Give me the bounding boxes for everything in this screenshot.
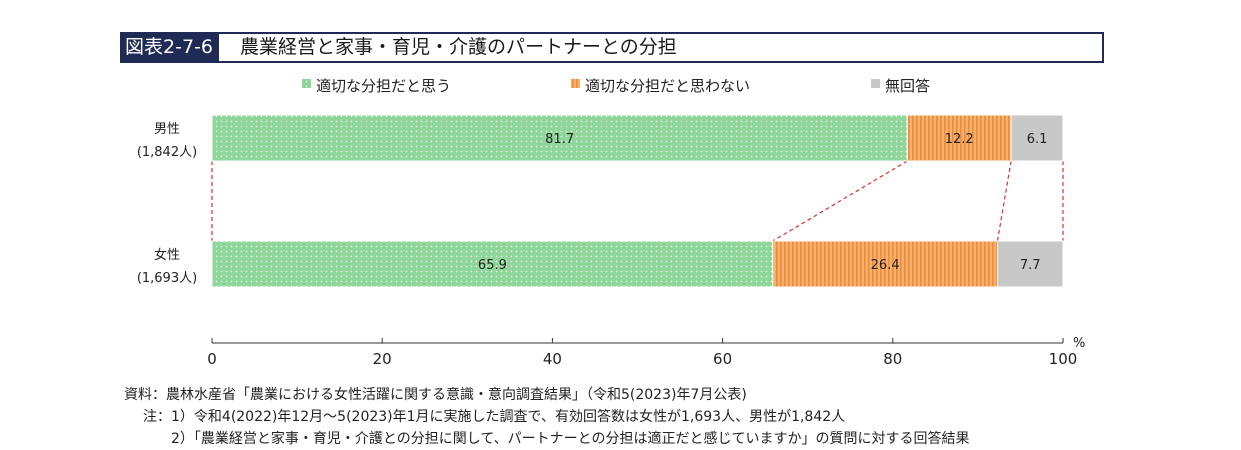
data-label: 12.2 <box>945 132 974 147</box>
connector-line <box>772 160 908 242</box>
legend-label: 無回答 <box>885 77 930 95</box>
data-label: 65.9 <box>478 258 507 273</box>
note-2: 2）「農業経営と家事・育児・介護との分担に関して、パートナーとの分担は適正だと感… <box>171 431 970 447</box>
x-tick-label: 60 <box>713 350 732 368</box>
chart-title: 農業経営と家事・育児・介護のパートナーとの分担 <box>240 36 677 58</box>
bar-segment <box>1010 114 1064 162</box>
legend-swatch <box>871 79 880 88</box>
category-label: 女性 <box>154 247 180 263</box>
data-label: 6.1 <box>1027 132 1048 147</box>
x-tick-label: 40 <box>543 350 562 368</box>
x-axis-unit: % <box>1073 336 1085 351</box>
legend-label: 適切な分担だと思う <box>316 77 451 95</box>
category-label: 男性 <box>154 122 180 137</box>
chart-title-box: 図表2-7-6 農業経営と家事・育児・介護のパートナーとの分担 <box>120 32 1104 63</box>
data-label: 7.7 <box>1020 258 1041 273</box>
connector-line <box>996 160 1012 242</box>
x-tick-label: 100 <box>1049 350 1078 368</box>
data-label: 26.4 <box>871 258 900 273</box>
bar-segment <box>996 240 1064 288</box>
x-tick-label: 0 <box>207 350 217 368</box>
bar-segment <box>211 114 908 162</box>
x-tick-label: 80 <box>883 350 902 368</box>
legend-swatch <box>571 79 580 88</box>
notes: 資料：農林水産省「農業における女性活躍に関する意識・意向調査結果」（令和5(20… <box>124 384 970 450</box>
bar-segment <box>211 240 774 288</box>
legend-swatch <box>302 79 311 88</box>
figure-number: 図表2-7-6 <box>122 34 219 61</box>
bar-segment <box>906 114 1012 162</box>
x-tick-label: 20 <box>373 350 392 368</box>
bar-segment <box>772 240 998 288</box>
source-note: 資料：農林水産省「農業における女性活躍に関する意識・意向調査結果」（令和5(20… <box>124 387 747 403</box>
data-label: 81.7 <box>545 132 574 147</box>
category-sublabel: (1,693人) <box>137 271 197 286</box>
category-sublabel: (1,842人) <box>137 145 197 160</box>
note-1: 注：1）令和4(2022)年12月～5(2023)年1月に実施した調査で、有効回… <box>143 409 846 425</box>
legend-label: 適切な分担だと思わない <box>585 77 750 95</box>
